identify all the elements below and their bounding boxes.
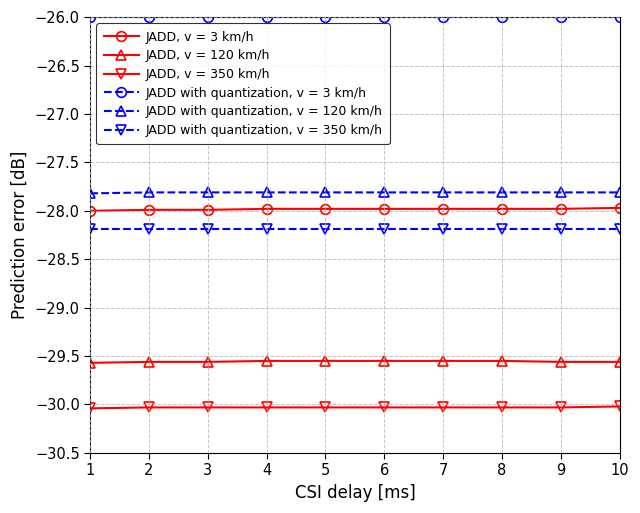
JADD with quantization, v = 350 km/h — [498, 226, 506, 232]
JADD with quantization, v = 350 km/h — [322, 226, 330, 232]
JADD with quantization, v = 120 km/h — [145, 189, 153, 195]
JADD, v = 120 km/h — [322, 358, 330, 364]
JADD, v = 3 km/h — [557, 206, 564, 212]
Y-axis label: Prediction error [dB]: Prediction error [dB] — [11, 151, 29, 319]
JADD with quantization, v = 120 km/h — [498, 189, 506, 195]
JADD with quantization, v = 3 km/h — [380, 14, 388, 20]
JADD with quantization, v = 350 km/h — [145, 226, 153, 232]
JADD, v = 350 km/h — [557, 404, 564, 410]
JADD, v = 3 km/h — [380, 206, 388, 212]
JADD with quantization, v = 120 km/h — [322, 189, 330, 195]
JADD with quantization, v = 3 km/h — [616, 14, 623, 20]
JADD with quantization, v = 350 km/h — [204, 226, 212, 232]
JADD with quantization, v = 3 km/h — [145, 14, 153, 20]
JADD with quantization, v = 120 km/h — [439, 189, 447, 195]
JADD, v = 3 km/h — [439, 206, 447, 212]
JADD, v = 350 km/h — [204, 404, 212, 410]
Line: JADD with quantization, v = 120 km/h: JADD with quantization, v = 120 km/h — [85, 188, 625, 198]
JADD with quantization, v = 3 km/h — [439, 14, 447, 20]
JADD, v = 350 km/h — [86, 405, 94, 411]
JADD with quantization, v = 120 km/h — [86, 190, 94, 196]
JADD, v = 350 km/h — [616, 403, 623, 409]
JADD, v = 120 km/h — [616, 359, 623, 365]
JADD, v = 120 km/h — [86, 360, 94, 366]
JADD, v = 120 km/h — [498, 358, 506, 364]
JADD with quantization, v = 3 km/h — [557, 14, 564, 20]
Line: JADD, v = 3 km/h: JADD, v = 3 km/h — [85, 203, 625, 215]
JADD, v = 3 km/h — [145, 207, 153, 213]
JADD with quantization, v = 120 km/h — [380, 189, 388, 195]
JADD with quantization, v = 350 km/h — [557, 226, 564, 232]
Line: JADD with quantization, v = 350 km/h: JADD with quantization, v = 350 km/h — [85, 224, 625, 234]
Line: JADD, v = 120 km/h: JADD, v = 120 km/h — [85, 356, 625, 368]
JADD, v = 3 km/h — [498, 206, 506, 212]
JADD, v = 350 km/h — [322, 404, 330, 410]
JADD with quantization, v = 3 km/h — [322, 14, 330, 20]
JADD, v = 3 km/h — [86, 208, 94, 214]
JADD with quantization, v = 350 km/h — [380, 226, 388, 232]
JADD, v = 120 km/h — [557, 359, 564, 365]
JADD, v = 350 km/h — [145, 404, 153, 410]
JADD, v = 350 km/h — [498, 404, 506, 410]
JADD, v = 350 km/h — [263, 404, 271, 410]
JADD with quantization, v = 120 km/h — [263, 189, 271, 195]
JADD with quantization, v = 120 km/h — [557, 189, 564, 195]
JADD, v = 120 km/h — [380, 358, 388, 364]
JADD with quantization, v = 120 km/h — [204, 189, 212, 195]
JADD, v = 350 km/h — [439, 404, 447, 410]
JADD, v = 120 km/h — [439, 358, 447, 364]
JADD with quantization, v = 3 km/h — [86, 14, 94, 20]
JADD with quantization, v = 120 km/h — [616, 189, 623, 195]
JADD with quantization, v = 350 km/h — [616, 226, 623, 232]
JADD, v = 120 km/h — [263, 358, 271, 364]
JADD with quantization, v = 3 km/h — [263, 14, 271, 20]
JADD, v = 3 km/h — [204, 207, 212, 213]
Legend: JADD, v = 3 km/h, JADD, v = 120 km/h, JADD, v = 350 km/h, JADD with quantization: JADD, v = 3 km/h, JADD, v = 120 km/h, JA… — [97, 24, 390, 145]
JADD with quantization, v = 350 km/h — [86, 226, 94, 232]
JADD, v = 120 km/h — [204, 359, 212, 365]
JADD, v = 350 km/h — [380, 404, 388, 410]
JADD, v = 3 km/h — [263, 206, 271, 212]
JADD with quantization, v = 3 km/h — [204, 14, 212, 20]
JADD with quantization, v = 3 km/h — [498, 14, 506, 20]
JADD, v = 3 km/h — [616, 205, 623, 211]
JADD with quantization, v = 350 km/h — [263, 226, 271, 232]
Line: JADD with quantization, v = 3 km/h: JADD with quantization, v = 3 km/h — [85, 12, 625, 22]
X-axis label: CSI delay [ms]: CSI delay [ms] — [294, 484, 415, 502]
JADD with quantization, v = 350 km/h — [439, 226, 447, 232]
Line: JADD, v = 350 km/h: JADD, v = 350 km/h — [85, 402, 625, 413]
JADD, v = 3 km/h — [322, 206, 330, 212]
JADD, v = 120 km/h — [145, 359, 153, 365]
